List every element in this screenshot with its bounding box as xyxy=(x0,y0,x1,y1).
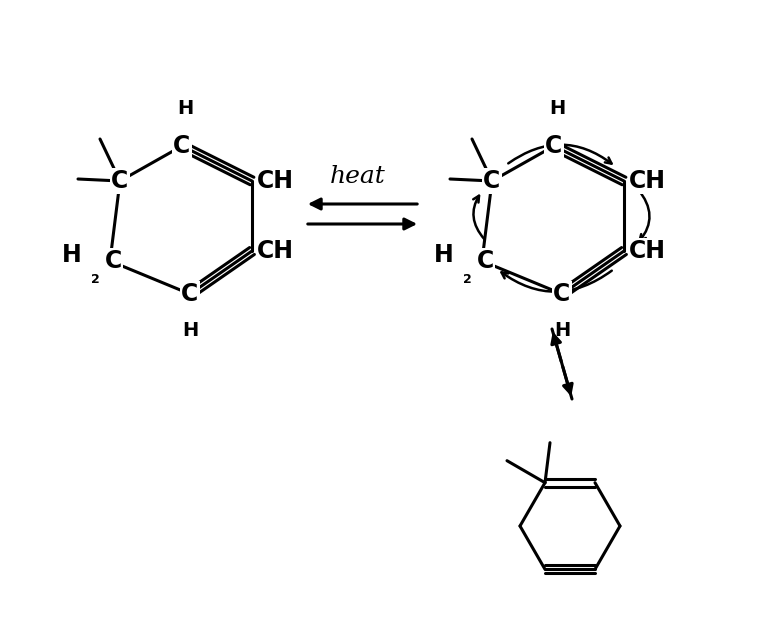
Text: H: H xyxy=(554,321,570,340)
Text: 2: 2 xyxy=(463,273,472,286)
Text: C: C xyxy=(181,282,199,306)
Text: C: C xyxy=(111,169,128,193)
Text: C: C xyxy=(554,282,571,306)
Text: CH: CH xyxy=(257,239,294,263)
Text: CH: CH xyxy=(629,169,666,193)
Text: C: C xyxy=(476,249,493,273)
Text: C: C xyxy=(545,134,562,158)
Text: CH: CH xyxy=(257,169,294,193)
Text: 2: 2 xyxy=(91,273,99,286)
Text: C: C xyxy=(483,169,500,193)
Text: CH: CH xyxy=(629,239,666,263)
Text: C: C xyxy=(174,134,191,158)
Text: H: H xyxy=(549,99,565,118)
Text: H: H xyxy=(177,99,193,118)
Text: H: H xyxy=(182,321,198,340)
Text: C: C xyxy=(104,249,122,273)
Text: H: H xyxy=(63,243,82,267)
Text: H: H xyxy=(434,243,454,267)
Text: heat: heat xyxy=(330,165,386,188)
